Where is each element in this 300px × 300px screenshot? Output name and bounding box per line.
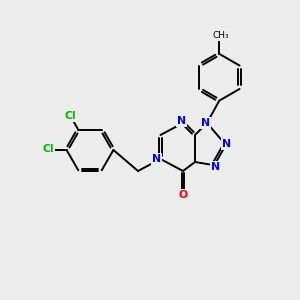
- Text: N: N: [222, 139, 231, 149]
- Text: N: N: [201, 118, 210, 128]
- Text: CH₃: CH₃: [212, 32, 229, 40]
- Text: N: N: [211, 161, 220, 172]
- Text: Cl: Cl: [64, 111, 76, 121]
- Text: O: O: [178, 190, 188, 200]
- Text: N: N: [152, 154, 161, 164]
- Text: N: N: [177, 116, 186, 127]
- Text: Cl: Cl: [43, 143, 54, 154]
